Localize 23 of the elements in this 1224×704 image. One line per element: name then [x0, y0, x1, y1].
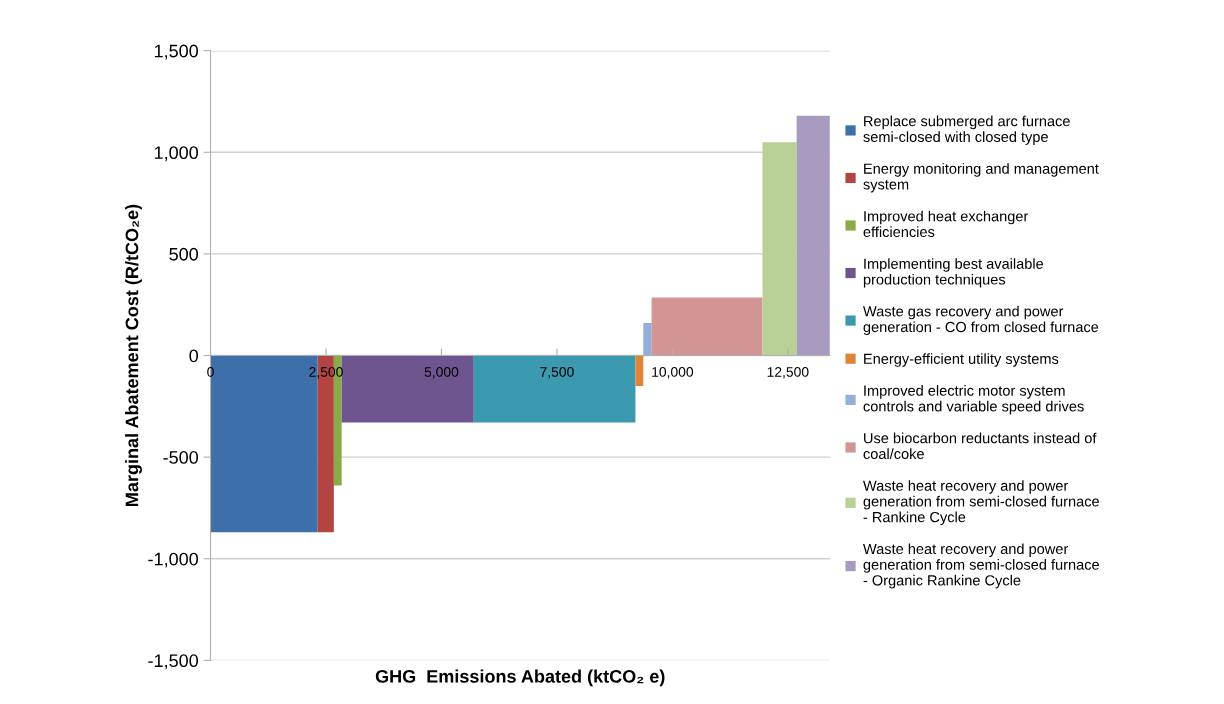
- x-tick-label: 5,000: [424, 367, 459, 379]
- x-tick-label: 7,500: [540, 367, 574, 379]
- legend-label: Waste heat recovery and power generation from semi-closed furnace - Rankine Cycle: [863, 480, 1099, 526]
- x-tick-label: 12,500: [767, 367, 809, 379]
- y-tick-label: 1,500: [154, 44, 199, 60]
- y-tick-label: 0: [189, 349, 199, 363]
- legend-label: Energy monitoring and management system: [863, 163, 1099, 193]
- x-tick-label: 10,000: [652, 367, 694, 379]
- legend-label: Implementing best available production techniques: [863, 258, 1044, 288]
- legend-label: Improved electric motor system controls and variable speed drives: [863, 385, 1084, 415]
- y-axis-title: Marginal Abatement Cost (R/tCO₂e): [125, 204, 142, 506]
- legend-label: Waste heat recovery and power generation from semi-closed furnace - Organic Rankine Cycle: [863, 543, 1099, 589]
- y-tick-label: 1,000: [154, 146, 199, 162]
- y-tick-label: 500: [169, 247, 199, 261]
- y-tick-label: -1,500: [148, 654, 199, 670]
- y-tick-label: -1,000: [148, 552, 199, 568]
- y-tick-label: -500: [163, 451, 199, 464]
- legend-label: Improved heat exchanger efficiencies: [863, 210, 1029, 238]
- legend-label: Waste gas recovery and power generation - CO from closed furnace: [863, 305, 1099, 336]
- legend-label: Replace submerged arc furnace semi-closed with closed type: [863, 115, 1070, 145]
- legend-label: Energy-efficient utility systems: [864, 353, 1059, 367]
- legend-label: Use biocarbon reductants instead of coal/coke: [863, 432, 1097, 460]
- x-axis-title: GHG Emissions Abated (ktCO₂ e): [375, 669, 665, 687]
